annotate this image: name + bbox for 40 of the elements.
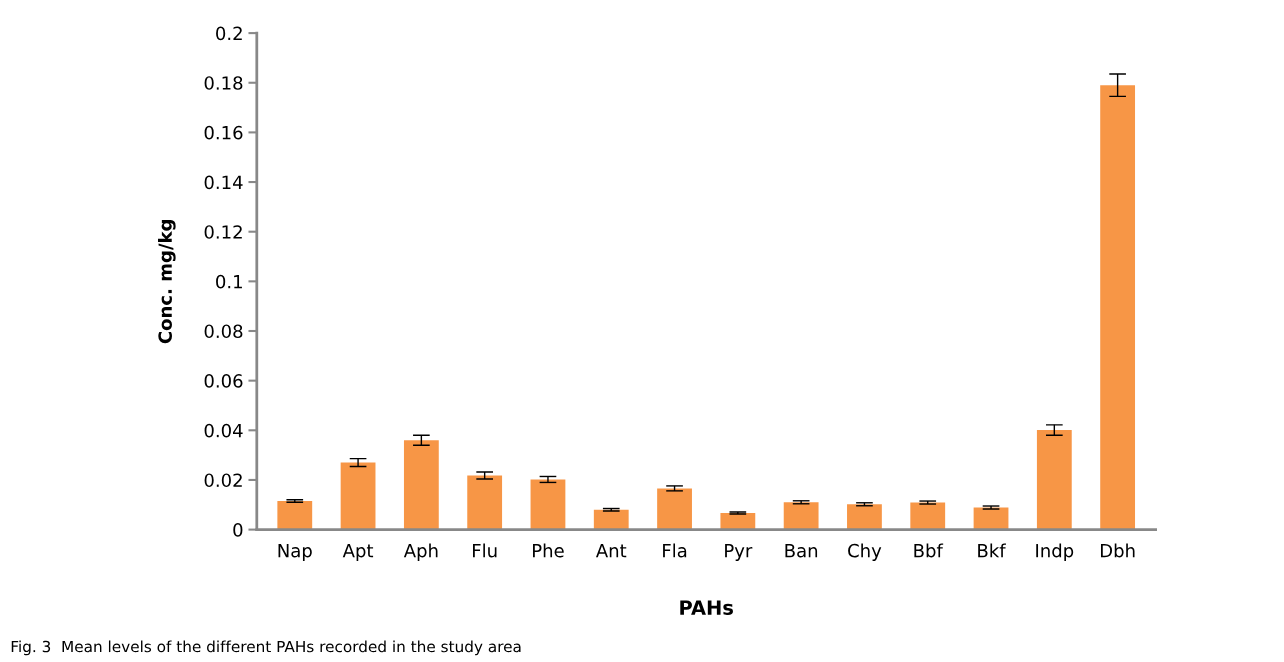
caption: Fig. 3 Mean levels of the different PAHs recorded in the study area <box>11 640 521 656</box>
x-tick-label: Ant <box>595 544 627 558</box>
bar <box>403 440 439 530</box>
x-tick-label: Dbh <box>1100 543 1135 558</box>
y-tick-label: 0.1 <box>216 274 242 289</box>
bar <box>340 462 376 530</box>
y-tick-label: 0.02 <box>204 473 242 488</box>
y-tick-label: 0.16 <box>204 125 243 140</box>
y-tick-label: 0 <box>233 523 243 537</box>
bar <box>593 509 629 530</box>
bar <box>847 504 882 530</box>
bar <box>467 475 503 530</box>
y-tick-label: 0.12 <box>204 225 242 239</box>
bar <box>530 479 566 530</box>
bar <box>910 502 946 530</box>
y-tick-label: 0.14 <box>204 175 243 190</box>
x-tick-label: Chy <box>848 543 882 561</box>
y-tick-label: 0.2 <box>216 26 242 41</box>
x-tick-label: Bkf <box>978 543 1006 558</box>
bar <box>1100 85 1136 530</box>
x-tick-label: Ban <box>785 544 818 558</box>
bar <box>277 501 313 530</box>
x-tick-label: Indp <box>1036 543 1074 561</box>
x-tick-label: Pyr <box>725 544 753 561</box>
y-tick-label: 0.04 <box>204 423 243 438</box>
y-axis-title: Conc. mg/kg <box>158 220 176 344</box>
bar <box>1036 430 1072 530</box>
x-axis-title: PAHs <box>680 600 733 615</box>
x-tick-label: Aph <box>403 543 438 561</box>
x-tick-label: Apt <box>342 544 374 561</box>
bar <box>783 502 819 530</box>
bar <box>657 488 692 530</box>
y-tick-label: 0.08 <box>204 324 243 339</box>
x-tick-label: Bbf <box>914 543 944 558</box>
y-tick-label: 0.06 <box>204 374 243 388</box>
x-tick-label: Nap <box>278 544 312 561</box>
x-tick-label: Phe <box>533 543 564 558</box>
x-tick-label: Fla <box>663 543 687 558</box>
y-tick-label: 0.18 <box>204 76 243 90</box>
x-tick-label: Flu <box>473 543 497 558</box>
